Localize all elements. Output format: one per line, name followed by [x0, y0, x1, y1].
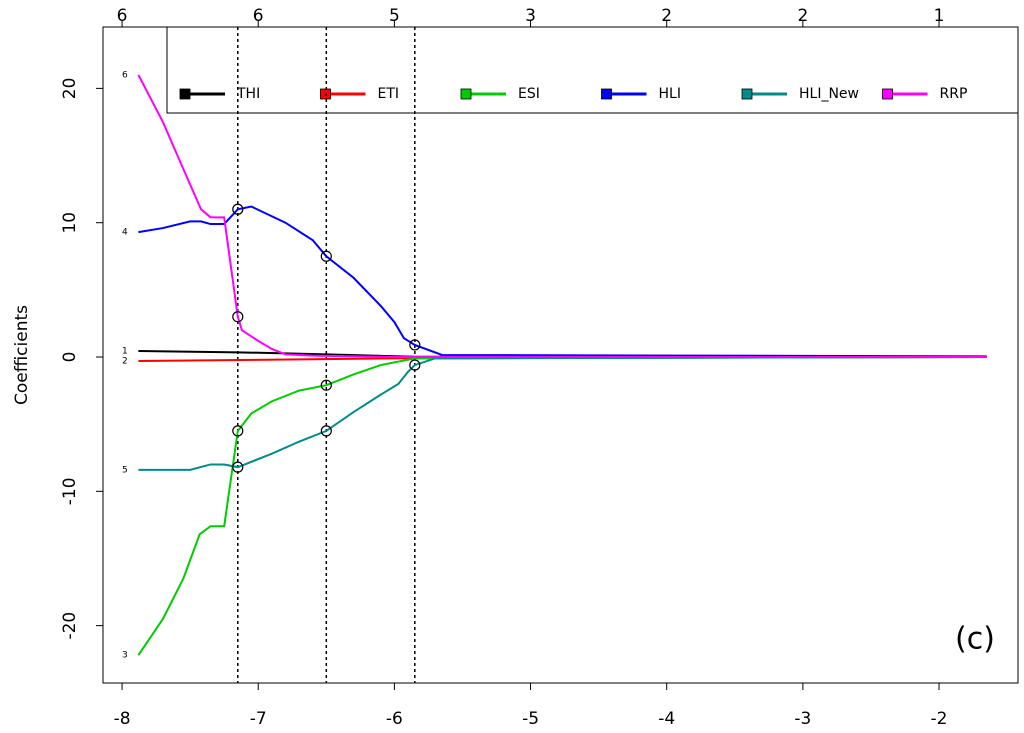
- legend-label: ETI: [378, 86, 400, 102]
- annotation: (c): [955, 622, 995, 657]
- legend-swatch: [882, 88, 893, 100]
- legend-label: THI: [236, 86, 260, 102]
- marker: [232, 461, 244, 473]
- x-tick-label: -4: [658, 709, 675, 729]
- legend-label: HLI: [659, 86, 681, 102]
- marker: [409, 339, 421, 351]
- series-line: [138, 356, 987, 471]
- x-tick-label: -6: [386, 709, 403, 729]
- top-tick-label: 2: [797, 6, 808, 26]
- legend-label: HLI_New: [799, 86, 859, 102]
- marker: [409, 359, 421, 371]
- marker: [232, 203, 244, 215]
- top-tick-label: 2: [661, 6, 672, 26]
- legend-swatch: [601, 88, 612, 100]
- x-tick-label: -8: [114, 709, 131, 729]
- top-tick-label: 3: [525, 6, 536, 26]
- series-index: 1: [122, 346, 128, 356]
- x-tick-label: -7: [250, 709, 267, 729]
- series-line: [137, 74, 987, 359]
- series-index: 2: [122, 357, 128, 367]
- y-axis-label: Coefficients: [12, 305, 32, 405]
- series-index: 6: [122, 70, 128, 80]
- top-tick-label: 5: [389, 6, 400, 26]
- legend-swatch: [179, 88, 191, 100]
- top-tick-label: 6: [117, 6, 128, 26]
- top-tick-label: 1: [934, 6, 945, 26]
- legend-swatch: [741, 88, 753, 100]
- x-tick-label: -3: [794, 709, 811, 729]
- series-index: 3: [122, 651, 128, 661]
- x-tick-label: -5: [522, 709, 539, 729]
- marker: [320, 379, 332, 391]
- x-tick-label: -2: [931, 709, 948, 729]
- series-line: [138, 205, 987, 358]
- marker: [320, 250, 332, 262]
- legend-box: [166, 26, 1019, 114]
- y-tick-label: 10: [60, 212, 80, 234]
- y-tick-label: -10: [60, 477, 80, 505]
- series-line: [137, 356, 987, 656]
- marker: [232, 311, 244, 323]
- marker: [232, 425, 244, 437]
- marker: [320, 425, 332, 437]
- top-tick-label: 6: [253, 6, 264, 26]
- series-index: 5: [122, 465, 128, 475]
- legend-label: ESI: [518, 86, 540, 102]
- legend-swatch: [460, 88, 472, 100]
- series-index: 4: [122, 228, 128, 238]
- y-tick-label: 0: [60, 352, 80, 363]
- legend-swatch: [320, 88, 331, 100]
- y-tick-label: 20: [60, 78, 80, 100]
- legend-label: RRP: [940, 86, 968, 102]
- y-tick-label: -20: [60, 612, 80, 640]
